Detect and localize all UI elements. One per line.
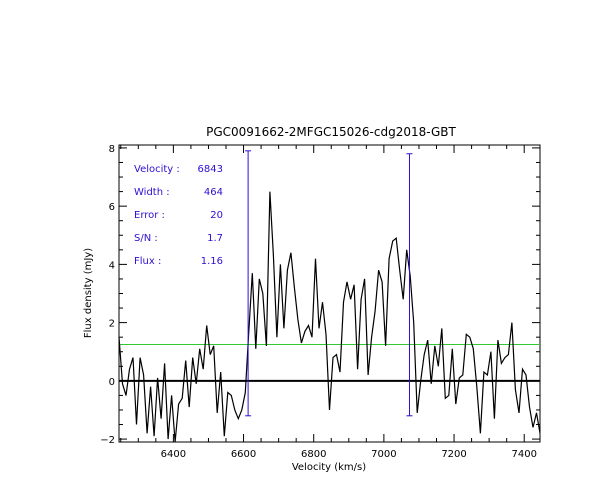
annotation-label: Velocity : (134, 164, 180, 175)
annotation-label: Error : (134, 210, 165, 221)
x-tick-label: 6800 (301, 449, 326, 460)
y-tick-label: 8 (109, 144, 115, 155)
annotation-value: 6843 (198, 164, 223, 175)
plot-area: 6400 6600 6800 7000 7200 7400 −2 0 2 4 6 8 Velocity … (100, 144, 541, 460)
annotation-value: 464 (204, 187, 223, 198)
y-tick-label: 6 (109, 202, 115, 213)
chart-title: PGC0091662-2MFGC15026-cdg2018-GBT (206, 125, 456, 139)
y-tick-label: 0 (109, 377, 115, 388)
x-tick-label: 7400 (511, 449, 536, 460)
annotation-label: Flux : (134, 256, 161, 267)
x-tick-label: 6600 (231, 449, 256, 460)
y-axis-label: Flux density (mJy) (83, 248, 94, 338)
y-tick-label: −2 (100, 435, 115, 446)
x-tick-label: 7200 (441, 449, 466, 460)
x-tick-label: 7000 (371, 449, 396, 460)
annotation-value: 20 (210, 210, 223, 221)
annotation-value: 1.7 (207, 233, 223, 244)
annotation-label: S/N : (134, 233, 158, 244)
x-tick-label: 6400 (161, 449, 186, 460)
annotation-label: Width : (134, 187, 170, 198)
x-axis-label: Velocity (km/s) (292, 462, 366, 473)
spectrum-line (118, 191, 541, 443)
y-tick-label: 2 (109, 319, 115, 330)
annotation-value: 1.16 (201, 256, 223, 267)
y-tick-label: 4 (109, 260, 115, 271)
